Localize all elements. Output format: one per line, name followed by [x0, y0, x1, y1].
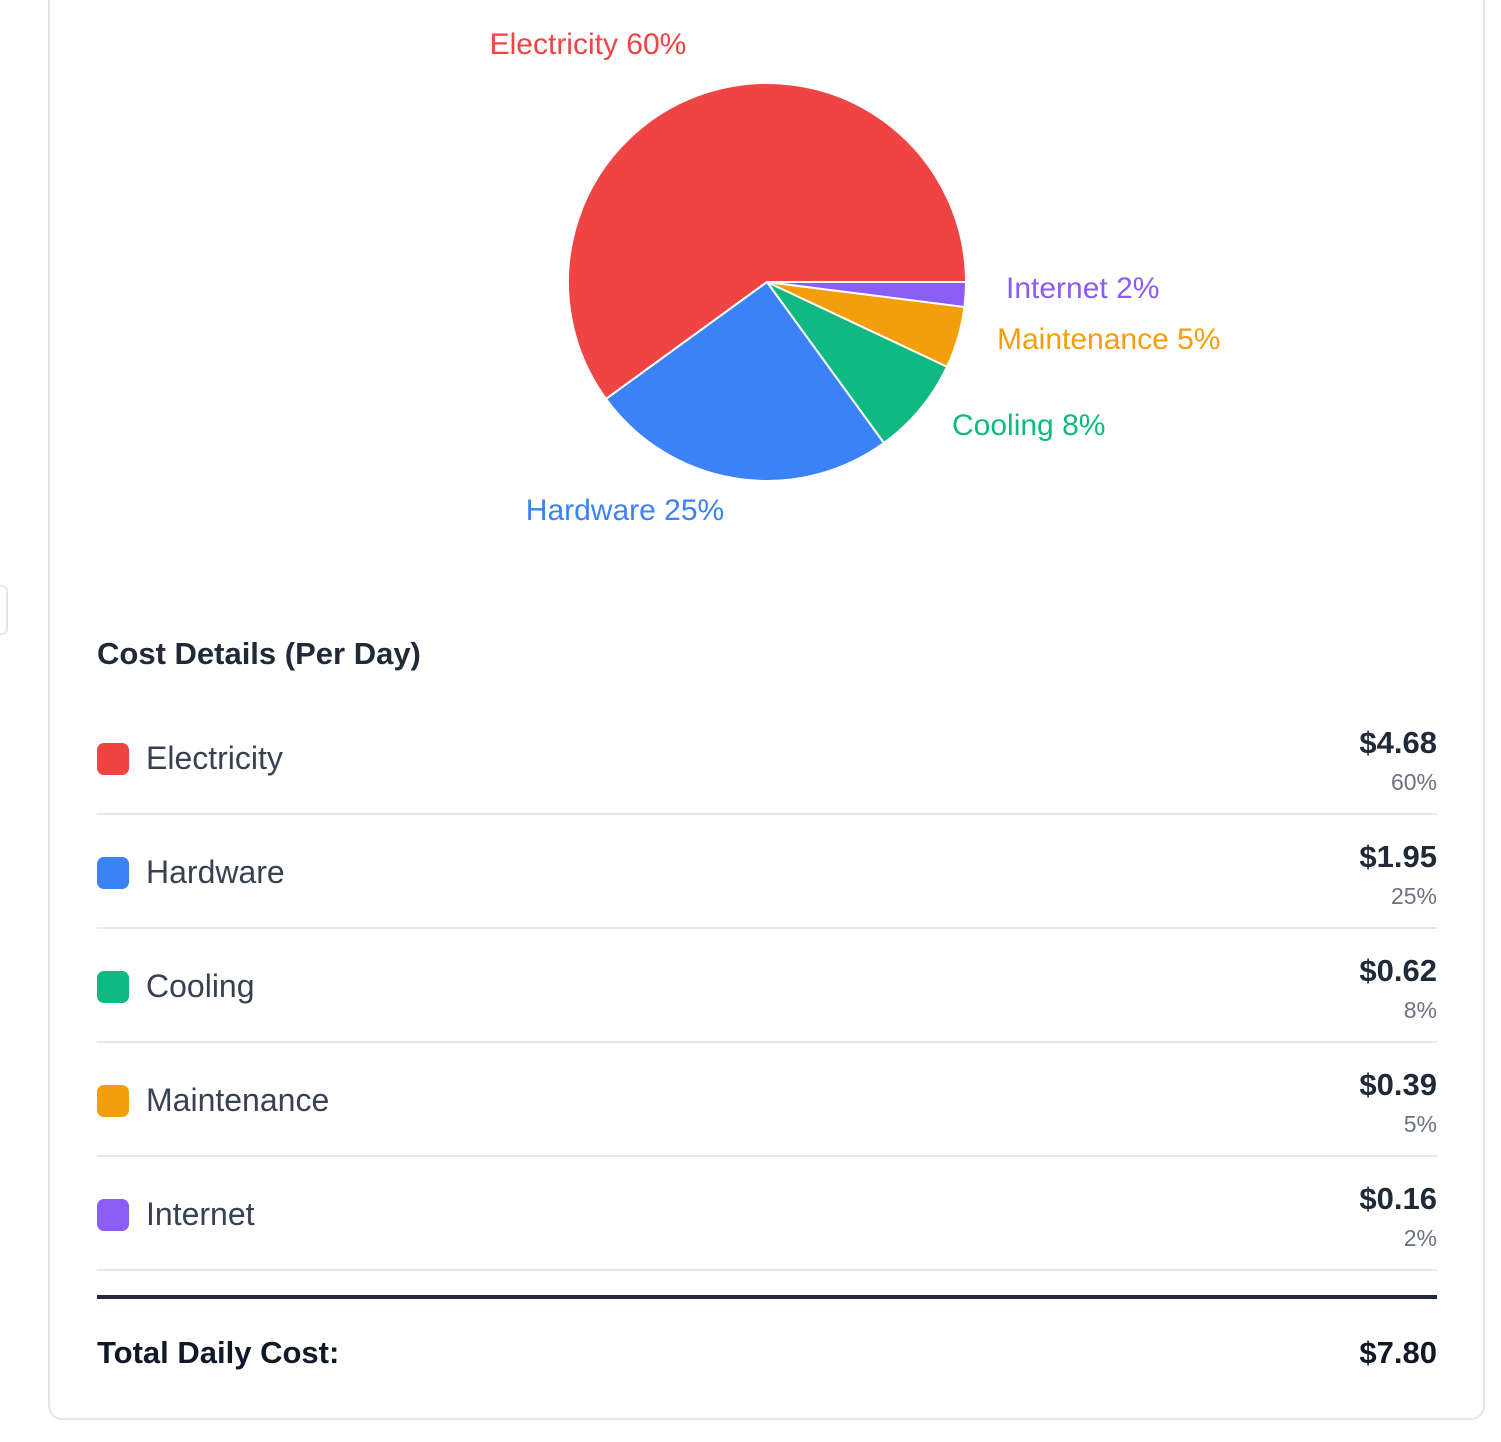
- cost-row-amount: $0.62: [1359, 953, 1437, 988]
- pie-label-electricity: Electricity 60%: [490, 28, 687, 61]
- cost-row-percent: 25%: [1390, 883, 1437, 909]
- cost-row-amount: $0.39: [1359, 1067, 1437, 1102]
- maintenance-swatch: [97, 1085, 129, 1117]
- cost-row-maintenance: Maintenance $0.39 5%: [97, 1043, 1437, 1157]
- cost-row-amount: $0.16: [1359, 1181, 1437, 1216]
- total-row: Total Daily Cost: $7.80: [97, 1295, 1437, 1379]
- cost-row-hardware: Hardware $1.95 25%: [97, 815, 1437, 929]
- pie-slice-cooling[interactable]: [766, 281, 949, 445]
- cost-row-amount: $1.95: [1359, 839, 1437, 874]
- pie-slice-electricity[interactable]: [567, 82, 968, 401]
- cost-row-cooling: Cooling $0.62 8%: [97, 929, 1437, 1043]
- total-value: $7.80: [1359, 1335, 1437, 1370]
- cost-details-list: Electricity $4.68 60% Hardware $1.95 25%…: [97, 701, 1437, 1271]
- pie-label-internet: Internet 2%: [1006, 272, 1159, 305]
- cost-row-percent: 5%: [1403, 1111, 1437, 1137]
- internet-swatch: [97, 1199, 129, 1231]
- cost-row-amount: $4.68: [1359, 725, 1437, 760]
- cost-row-percent: 2%: [1403, 1225, 1437, 1251]
- cost-row-label: Hardware: [146, 854, 285, 890]
- cost-details-title: Cost Details (Per Day): [97, 636, 421, 671]
- pie-slice-internet[interactable]: [766, 281, 968, 309]
- pie-label-maintenance: Maintenance 5%: [997, 323, 1220, 356]
- cost-row-electricity: Electricity $4.68 60%: [97, 701, 1437, 815]
- pie-label-cooling: Cooling 8%: [952, 409, 1105, 442]
- cost-row-percent: 60%: [1390, 769, 1437, 795]
- hardware-swatch: [97, 857, 129, 889]
- electricity-swatch: [97, 743, 129, 775]
- total-label: Total Daily Cost:: [97, 1335, 340, 1370]
- cooling-swatch: [97, 971, 129, 1003]
- cost-row-label: Maintenance: [146, 1082, 330, 1118]
- cost-row-label: Electricity: [146, 740, 283, 776]
- cost-row-internet: Internet $0.16 2%: [97, 1157, 1437, 1271]
- pie-label-hardware: Hardware 25%: [526, 494, 724, 527]
- cost-row-label: Internet: [146, 1196, 255, 1232]
- side-panel-handle[interactable]: [0, 585, 8, 635]
- cost-pie-chart: Electricity 60% Hardware 25% Cooling 8% Mai…: [490, 28, 1221, 527]
- pie-slice-hardware[interactable]: [604, 280, 886, 482]
- cost-row-percent: 8%: [1403, 997, 1437, 1023]
- cost-row-label: Cooling: [146, 968, 255, 1004]
